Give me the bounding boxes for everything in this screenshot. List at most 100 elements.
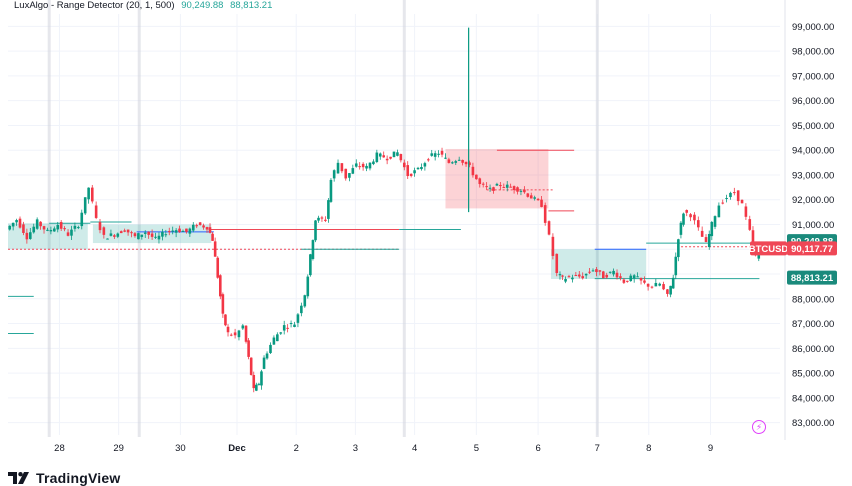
candle-body [241, 325, 245, 329]
y-tick-label: 87,000.00 [792, 319, 834, 330]
candle-body [314, 220, 317, 241]
grid-lines [8, 14, 780, 435]
candle-body [457, 159, 461, 161]
candle-body [574, 275, 578, 277]
candle-body [90, 187, 94, 202]
x-tick-label: 9 [708, 443, 713, 454]
candle-body [710, 221, 714, 237]
candle-body [385, 158, 389, 161]
y-tick-label: 95,000.00 [792, 121, 834, 132]
candle-body [440, 150, 444, 155]
x-tick-label: 3 [353, 443, 358, 454]
candlesticks [8, 27, 780, 393]
candle-body [632, 275, 636, 279]
candle-body [662, 284, 665, 290]
bolt-icon[interactable]: ⚡ [752, 420, 766, 434]
range-lower-label: 88,813.21 [791, 273, 834, 284]
logo-text: TradingView [36, 470, 121, 486]
candle-body [430, 153, 434, 156]
candle-body [133, 233, 137, 237]
candle-body [279, 332, 283, 334]
candle-body [499, 184, 502, 187]
candle-body [615, 272, 619, 278]
x-tick-label: 30 [175, 443, 186, 454]
tradingview-logo[interactable]: TradingView [8, 470, 120, 486]
candle-body [413, 170, 416, 174]
candle-body [46, 229, 49, 231]
candle-body [171, 230, 174, 232]
candle-body [536, 198, 540, 201]
candle-body [682, 213, 685, 225]
candle-body [608, 271, 612, 273]
candle-body [344, 168, 348, 179]
candle-body [98, 222, 102, 231]
x-tick-label: 28 [54, 443, 65, 454]
candle-body [409, 173, 413, 176]
candle-body [526, 193, 530, 197]
candle-body [685, 210, 689, 213]
candle-body [219, 275, 222, 297]
candle-body [744, 206, 748, 217]
candle-body [116, 233, 120, 237]
candle-body [464, 161, 468, 165]
candle-body [348, 173, 351, 178]
candle-body [327, 200, 330, 219]
candle-body [389, 156, 392, 159]
candle-body [324, 219, 327, 221]
candle-body [167, 231, 171, 233]
candle-body [416, 167, 420, 170]
candle-body [154, 236, 157, 238]
last-price-bg [787, 241, 837, 256]
candle-body [406, 165, 410, 177]
candle-body [106, 238, 109, 240]
candle-body [320, 217, 324, 219]
candle-body [365, 165, 368, 169]
candle-body [736, 190, 740, 202]
candle-body [205, 227, 209, 230]
candle-body [286, 327, 289, 329]
candle-body [509, 186, 512, 188]
candle-body [700, 230, 704, 237]
candle-body [289, 323, 293, 325]
candle-body [399, 154, 403, 161]
candle-body [11, 222, 15, 227]
symbol-bg [750, 241, 787, 256]
candle-body [693, 214, 696, 221]
candle-body [485, 186, 488, 188]
candle-body [249, 357, 253, 375]
candle-body [704, 237, 708, 242]
candle-body [66, 232, 70, 236]
x-tick-label: 7 [595, 443, 600, 454]
candle-body [143, 232, 147, 234]
range-box-green [550, 249, 647, 279]
candle-body [224, 314, 227, 326]
candle-body [598, 270, 602, 272]
candle-body [70, 229, 73, 236]
candle-body [402, 162, 406, 168]
candle-body [198, 222, 202, 225]
candle-body [49, 229, 53, 232]
candle-body [18, 218, 22, 228]
candle-body [191, 224, 195, 231]
candle-body [564, 279, 567, 282]
candle-body [94, 205, 98, 218]
candle-body [113, 235, 116, 237]
candle-body [605, 274, 609, 278]
candle-body [244, 325, 248, 342]
indicator-legend[interactable]: LuxAlgo - Range Detector (20, 1, 500) 90… [14, 0, 272, 12]
y-tick-label: 91,000.00 [792, 220, 834, 231]
candle-body [185, 228, 188, 232]
candle-body [619, 276, 622, 278]
candle-body [372, 161, 375, 165]
candle-body [654, 282, 658, 287]
y-tick-label: 96,000.00 [792, 96, 834, 107]
candle-body [32, 226, 36, 233]
candle-body [208, 227, 212, 233]
candle-body [567, 276, 571, 278]
candle-body [123, 230, 126, 232]
candle-body [433, 153, 437, 157]
y-tick-label: 85,000.00 [792, 369, 834, 380]
candle-body [658, 283, 661, 286]
candle-body [669, 285, 672, 295]
